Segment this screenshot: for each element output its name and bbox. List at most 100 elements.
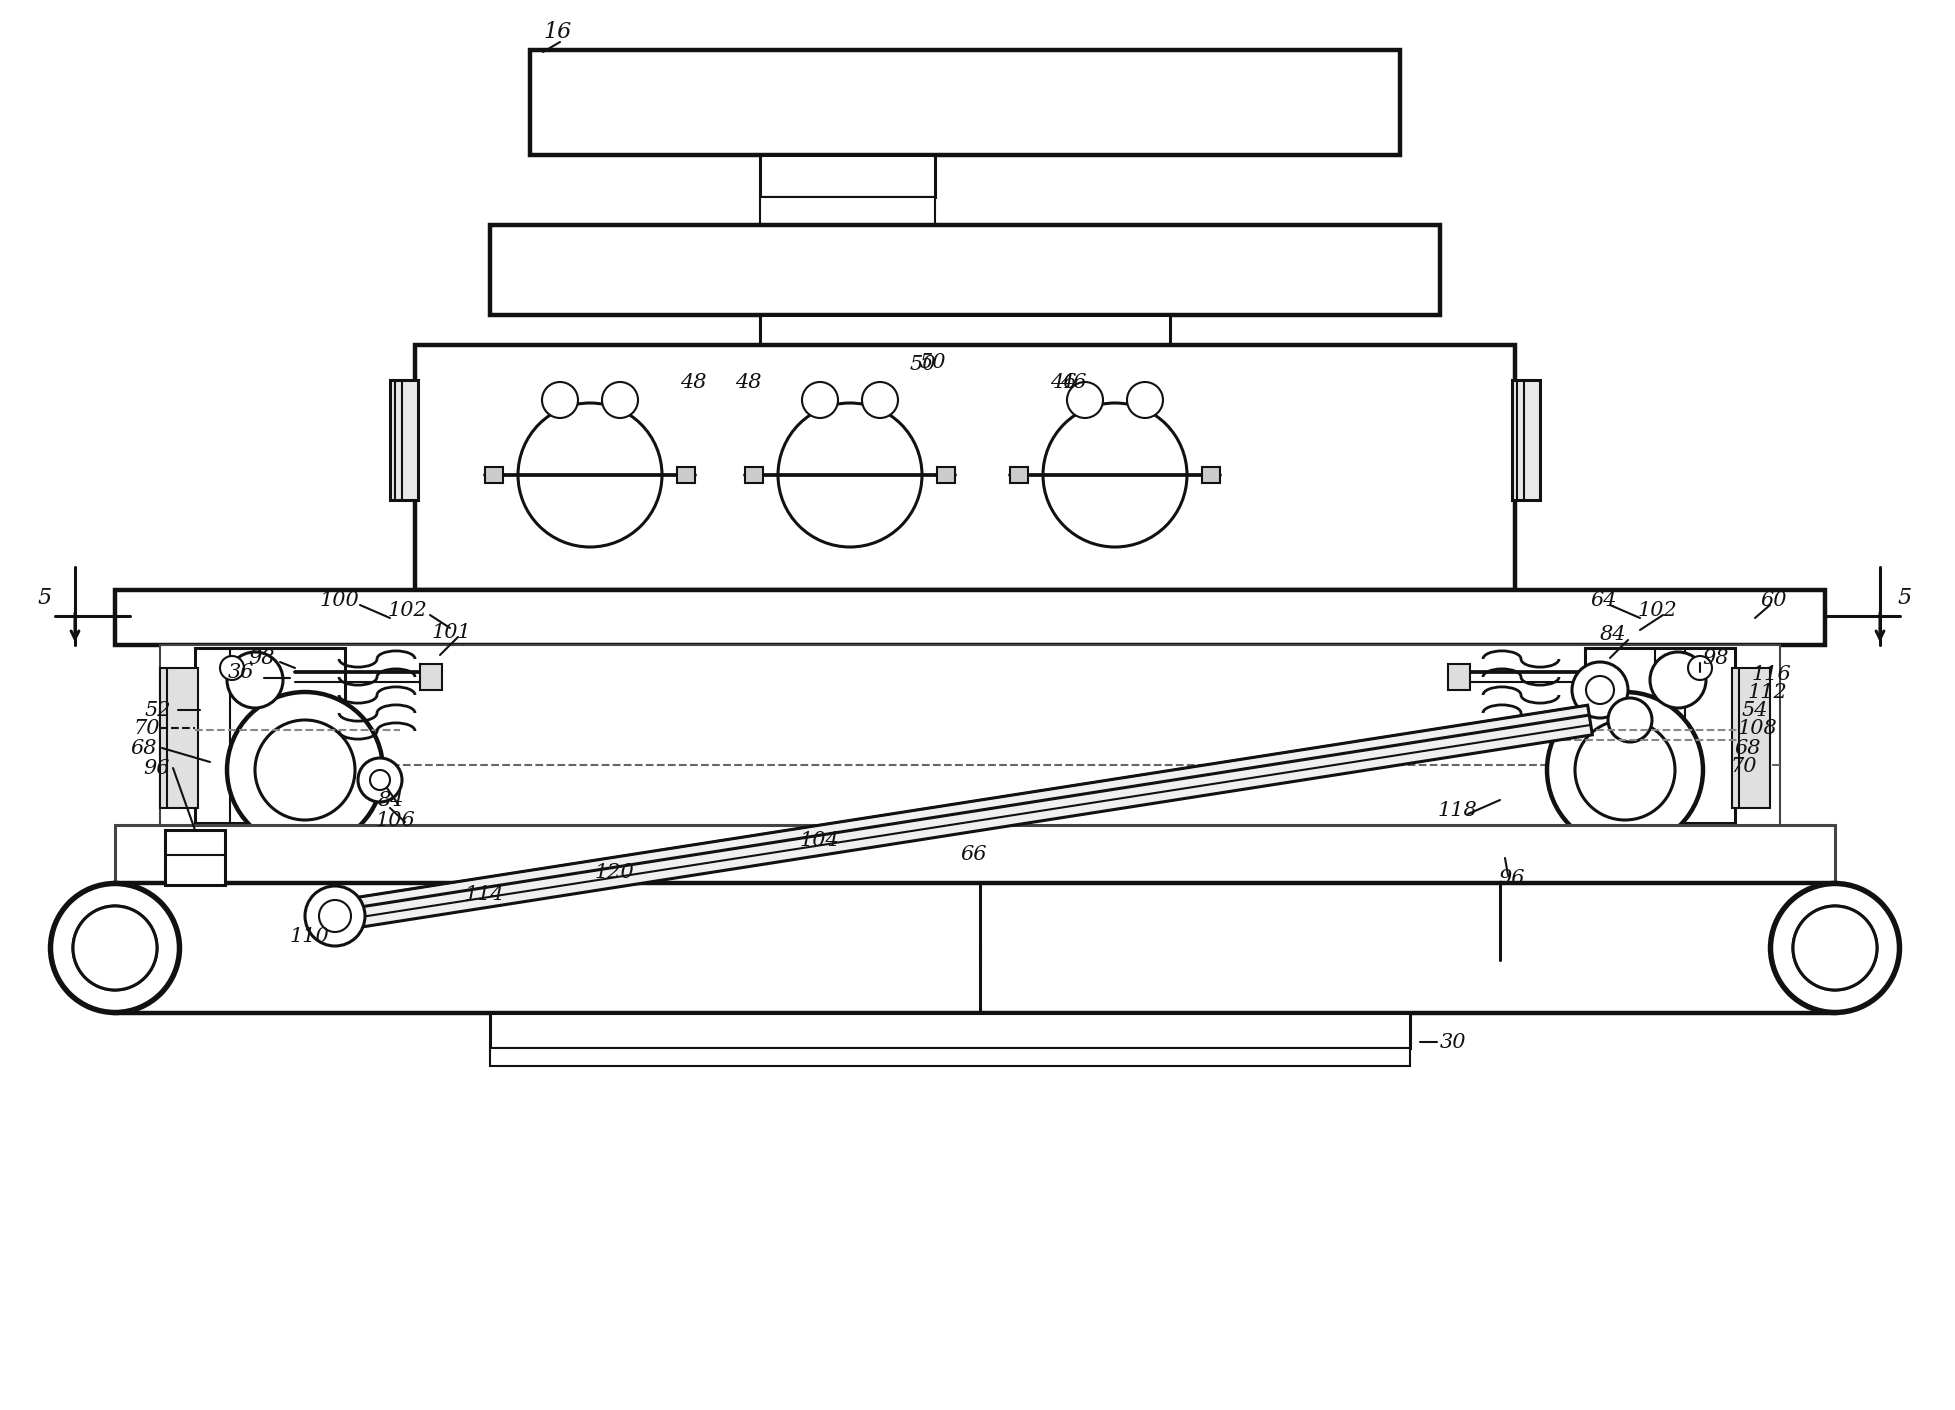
Circle shape bbox=[319, 900, 352, 932]
Circle shape bbox=[51, 883, 180, 1012]
Circle shape bbox=[1126, 382, 1163, 417]
Bar bbox=[760, 314, 1169, 345]
Circle shape bbox=[1067, 382, 1103, 417]
Bar bbox=[530, 49, 1400, 155]
Text: 36: 36 bbox=[229, 664, 254, 682]
Polygon shape bbox=[332, 705, 1591, 931]
Text: 16: 16 bbox=[543, 21, 571, 42]
Circle shape bbox=[305, 885, 366, 946]
Text: 106: 106 bbox=[375, 811, 416, 829]
Circle shape bbox=[1687, 656, 1713, 680]
Bar bbox=[160, 644, 1779, 885]
Bar bbox=[196, 649, 344, 823]
Text: 100: 100 bbox=[321, 591, 360, 609]
Circle shape bbox=[1576, 721, 1675, 821]
Text: 5: 5 bbox=[37, 587, 53, 609]
Text: 30: 30 bbox=[1441, 1032, 1466, 1052]
Circle shape bbox=[1793, 907, 1877, 990]
Circle shape bbox=[1609, 698, 1652, 742]
Bar bbox=[485, 467, 502, 484]
Text: 98: 98 bbox=[248, 649, 274, 667]
Text: 116: 116 bbox=[1752, 666, 1791, 684]
Circle shape bbox=[1546, 692, 1703, 847]
Text: 54: 54 bbox=[1742, 701, 1769, 719]
Circle shape bbox=[72, 907, 156, 990]
Text: 46: 46 bbox=[1050, 372, 1077, 392]
Text: 70: 70 bbox=[133, 719, 160, 737]
Text: 60: 60 bbox=[1760, 591, 1787, 609]
Circle shape bbox=[55, 888, 176, 1008]
Text: 118: 118 bbox=[1439, 801, 1478, 819]
Bar bbox=[1586, 649, 1734, 823]
Bar bbox=[115, 589, 1826, 644]
Circle shape bbox=[254, 721, 356, 821]
Text: 120: 120 bbox=[594, 863, 635, 881]
Text: 66: 66 bbox=[960, 846, 987, 864]
Text: 84: 84 bbox=[1599, 626, 1627, 644]
Circle shape bbox=[1572, 663, 1629, 718]
Text: 70: 70 bbox=[1730, 757, 1756, 776]
Text: 50: 50 bbox=[909, 354, 936, 374]
Bar bbox=[414, 345, 1515, 589]
Circle shape bbox=[1769, 883, 1900, 1012]
Circle shape bbox=[802, 382, 839, 417]
Bar bbox=[491, 1048, 1410, 1066]
Text: 48: 48 bbox=[680, 372, 706, 392]
Text: 46: 46 bbox=[1060, 372, 1087, 392]
Bar bbox=[491, 226, 1441, 314]
Text: 5: 5 bbox=[1898, 587, 1912, 609]
Text: 114: 114 bbox=[465, 885, 504, 904]
Text: 104: 104 bbox=[800, 830, 841, 849]
Bar bbox=[160, 668, 197, 808]
Circle shape bbox=[542, 382, 579, 417]
Bar bbox=[1202, 467, 1220, 484]
Circle shape bbox=[602, 382, 637, 417]
Circle shape bbox=[1044, 403, 1187, 547]
Bar bbox=[115, 883, 1836, 1012]
Bar bbox=[491, 1012, 1410, 1048]
Circle shape bbox=[1586, 675, 1615, 704]
Text: 96: 96 bbox=[143, 759, 170, 777]
Bar bbox=[676, 467, 694, 484]
Bar bbox=[745, 467, 762, 484]
Text: 110: 110 bbox=[289, 926, 330, 946]
Bar bbox=[1449, 664, 1470, 689]
Text: 102: 102 bbox=[1638, 601, 1677, 619]
Circle shape bbox=[369, 770, 389, 790]
Bar bbox=[936, 467, 954, 484]
Circle shape bbox=[227, 692, 383, 847]
Text: 112: 112 bbox=[1748, 682, 1787, 702]
Bar bbox=[420, 664, 442, 689]
Text: 108: 108 bbox=[1738, 719, 1777, 737]
Circle shape bbox=[1793, 907, 1877, 990]
Text: 68: 68 bbox=[129, 739, 156, 757]
Text: 48: 48 bbox=[735, 372, 762, 392]
Text: 101: 101 bbox=[432, 622, 471, 642]
Circle shape bbox=[1775, 888, 1894, 1008]
Bar bbox=[1011, 467, 1028, 484]
Text: 64: 64 bbox=[1589, 591, 1617, 609]
Bar bbox=[760, 155, 934, 197]
Circle shape bbox=[72, 907, 156, 990]
Circle shape bbox=[358, 759, 403, 802]
Text: 96: 96 bbox=[1498, 869, 1525, 887]
Bar bbox=[115, 825, 1836, 883]
Bar bbox=[760, 197, 934, 226]
Circle shape bbox=[778, 403, 923, 547]
Circle shape bbox=[221, 656, 244, 680]
Text: 50: 50 bbox=[921, 352, 946, 371]
Bar bbox=[164, 830, 225, 885]
Text: 98: 98 bbox=[1703, 649, 1728, 667]
Bar bbox=[1732, 668, 1769, 808]
Text: 68: 68 bbox=[1734, 739, 1761, 757]
Bar bbox=[389, 381, 418, 501]
Bar bbox=[1511, 381, 1541, 501]
Text: 84: 84 bbox=[377, 791, 405, 809]
Circle shape bbox=[862, 382, 897, 417]
Text: 102: 102 bbox=[387, 601, 428, 619]
Circle shape bbox=[1650, 651, 1707, 708]
Circle shape bbox=[518, 403, 663, 547]
Bar bbox=[760, 314, 845, 345]
Circle shape bbox=[227, 651, 283, 708]
Text: 52: 52 bbox=[145, 701, 172, 719]
